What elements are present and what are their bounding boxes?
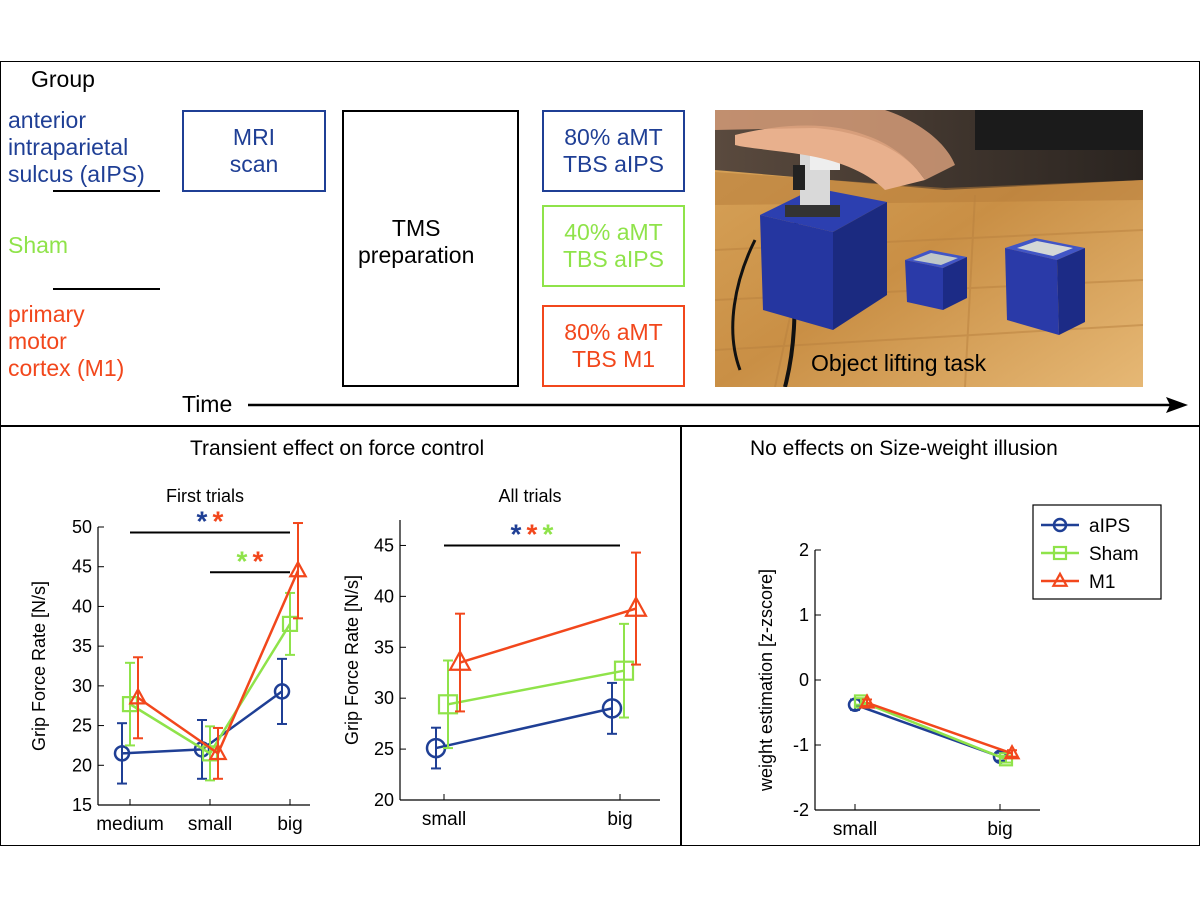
x-tick-label: big (987, 819, 1012, 840)
y-tick-label: 25 (72, 716, 92, 736)
y-tick-label: 45 (374, 535, 394, 555)
first-trials-chart: First trials 15 20 25 30 35 40 45 50 medium small b… (29, 486, 310, 835)
group-label-sham: Sham (8, 232, 69, 258)
size-weight-title: No effects on Size-weight illusion (750, 437, 1058, 460)
marker-circle (601, 698, 623, 719)
y-tick-label: 20 (72, 755, 92, 775)
marker-triangle (288, 560, 308, 578)
x-tick-label: small (833, 819, 877, 840)
series-line-M1 (866, 701, 1013, 755)
series-line-M1 (137, 570, 300, 756)
y-tick-label: 30 (72, 676, 92, 696)
series-line-M1 (459, 607, 637, 664)
tbs-box-aips-80: 80% aMT TBS aIPS (542, 110, 685, 192)
significance-star: * (253, 545, 264, 576)
marker-square (281, 615, 299, 633)
y-tick-label: 35 (72, 636, 92, 656)
x-tick-label: big (277, 814, 302, 835)
x-tick-label: small (422, 809, 466, 830)
marker-triangle (858, 693, 876, 709)
y-tick-label: -1 (793, 735, 809, 755)
series-line-Sham (860, 700, 1007, 761)
y-tick-label: 50 (72, 517, 92, 537)
legend-label: Sham (1089, 544, 1139, 565)
y-tick-label: 30 (374, 688, 394, 708)
y-tick-label: 1 (799, 605, 809, 625)
force-control-title: Transient effect on force control (190, 437, 485, 460)
time-label: Time (182, 391, 233, 417)
y-axis-label: Grip Force Rate [N/s] (342, 575, 362, 745)
y-tick-label: 0 (799, 670, 809, 690)
y-tick-label: 2 (799, 540, 809, 560)
marker-square (613, 660, 635, 681)
y-tick-label: 40 (374, 586, 394, 606)
chart-title: All trials (498, 486, 561, 506)
marker-triangle (448, 649, 472, 671)
significance-star: * (197, 506, 208, 537)
y-tick-label: -2 (793, 800, 809, 820)
significance-star: * (237, 545, 248, 576)
mri-scan-box: MRI scan (182, 110, 326, 192)
series-line-aIPS (435, 707, 613, 750)
group-separator (53, 190, 160, 192)
y-tick-label: 25 (374, 739, 394, 759)
x-tick-label: small (188, 814, 232, 835)
group-label-aips: anterior intraparietal sulcus (aIPS) (8, 107, 145, 187)
bottom-left-panel (0, 425, 682, 846)
marker-triangle (1003, 743, 1021, 760)
group-separator (53, 288, 160, 290)
significance-star: * (527, 518, 538, 549)
significance-star: * (213, 506, 224, 537)
tbs-box-sham-40: 40% aMT TBS aIPS (542, 205, 685, 287)
x-tick-label: big (607, 809, 632, 830)
marker-circle (273, 683, 291, 700)
x-tick-label: medium (96, 814, 164, 835)
legend-label: M1 (1089, 572, 1115, 593)
marker-triangle (208, 742, 228, 761)
group-heading: Group (31, 66, 95, 92)
tbs-box-m1-80: 80% aMT TBS M1 (542, 305, 685, 387)
y-tick-label: 45 (72, 557, 92, 577)
marker-square (437, 694, 459, 715)
size-weight-chart: -2 -1 0 1 2 small big weight estimation [z-zsco… (756, 504, 1162, 840)
marker-triangle (624, 595, 648, 617)
marker-triangle (1051, 571, 1069, 587)
y-tick-label: 15 (72, 795, 92, 815)
marker-circle (1052, 517, 1068, 533)
y-tick-label: 20 (374, 790, 394, 810)
chart-title: First trials (166, 486, 244, 506)
significance-star: * (543, 518, 554, 549)
marker-circle (113, 745, 131, 762)
significance-star: * (511, 518, 522, 549)
group-label-m1: primary motor cortex (M1) (8, 301, 125, 381)
marker-triangle (128, 687, 148, 705)
series-line-Sham (447, 669, 625, 706)
photo-caption: Object lifting task (811, 350, 987, 376)
tms-preparation-box: TMS preparation (342, 110, 519, 387)
y-tick-label: 35 (374, 637, 394, 657)
time-arrow (248, 397, 1188, 413)
y-tick-label: 40 (72, 596, 92, 616)
marker-square (1052, 545, 1068, 561)
all-trials-chart: All trials 20 25 30 35 40 45 small big Grip Force… (342, 486, 660, 830)
object-lifting-photo: Object lifting task (715, 110, 1143, 387)
legend-label: aIPS (1089, 516, 1130, 537)
y-axis-label: weight estimation [z-zscore] (756, 569, 776, 792)
y-axis-label: Grip Force Rate [N/s] (29, 581, 49, 751)
